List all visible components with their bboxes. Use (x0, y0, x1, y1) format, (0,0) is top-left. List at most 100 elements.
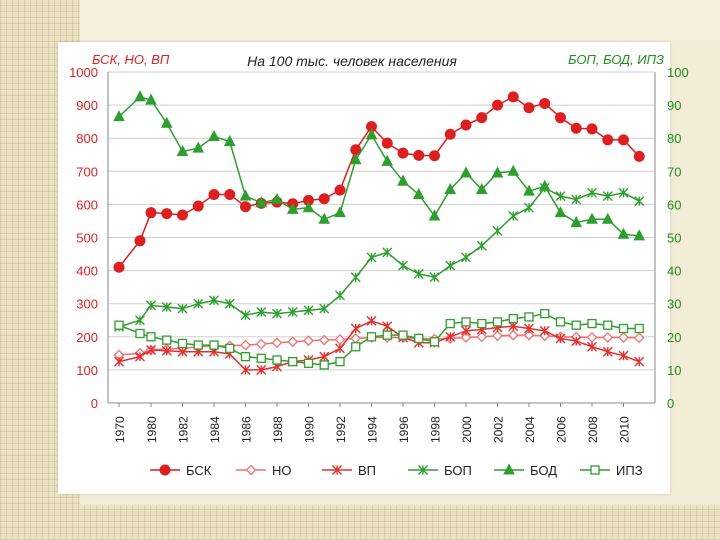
data-point (492, 225, 503, 236)
data-point (413, 268, 424, 279)
marker-shape (602, 134, 614, 146)
data-point (303, 358, 314, 368)
data-point (523, 102, 535, 114)
data-point (617, 227, 630, 239)
marker-shape (397, 147, 409, 159)
marker-shape (586, 212, 598, 224)
data-point (240, 339, 251, 351)
marker-shape (208, 188, 220, 200)
data-point (193, 298, 204, 309)
data-point (461, 325, 471, 336)
left-axis-label: БСК, НО, ВП (92, 52, 170, 67)
right-tick-label: 100 (667, 65, 689, 80)
data-point (318, 193, 330, 205)
data-point (335, 356, 345, 367)
data-point (334, 206, 346, 218)
marker-shape (571, 320, 581, 330)
data-point (192, 200, 204, 212)
marker-shape (475, 182, 488, 195)
data-point (177, 346, 188, 357)
marker-shape (618, 332, 629, 343)
marker-shape (398, 330, 408, 340)
marker-shape (177, 209, 188, 221)
data-point (477, 318, 487, 329)
data-point (539, 325, 550, 336)
marker-shape (351, 342, 361, 352)
marker-shape (176, 144, 189, 156)
right-tick-label: 90 (667, 98, 681, 113)
data-point (444, 128, 456, 140)
right-tick-label: 40 (667, 264, 681, 279)
data-point (161, 345, 172, 356)
marker-shape (523, 184, 535, 196)
marker-shape (334, 206, 346, 218)
legend-marker (159, 464, 171, 476)
data-point (476, 112, 488, 124)
data-point (319, 360, 329, 370)
marker-shape (224, 188, 236, 200)
data-point (351, 342, 361, 352)
data-point (271, 192, 283, 204)
marker-shape (240, 201, 251, 213)
data-point (634, 323, 644, 334)
right-tick-label: 0 (667, 396, 674, 411)
legend-label: БОД (530, 463, 557, 478)
marker-shape (366, 332, 377, 342)
data-point (176, 144, 189, 156)
data-point (335, 343, 345, 354)
marker-shape (444, 182, 457, 195)
x-tick-label: 1996 (397, 416, 411, 443)
marker-shape (134, 235, 146, 247)
data-point (507, 91, 519, 103)
marker-shape (146, 332, 156, 342)
data-point (634, 356, 645, 367)
marker-shape (570, 216, 583, 228)
series-line-3 (118, 320, 640, 371)
data-point (397, 147, 409, 159)
marker-shape (302, 201, 315, 213)
data-point (428, 209, 441, 221)
legend-marker (503, 463, 515, 475)
marker-shape (193, 340, 203, 350)
marker-shape (618, 134, 629, 146)
marker-shape (255, 338, 267, 350)
right-tick-label: 70 (667, 164, 681, 179)
data-point (113, 261, 125, 273)
left-tick-label: 700 (76, 164, 98, 179)
left-tick-label: 300 (76, 297, 98, 312)
data-point (135, 315, 145, 326)
right-tick-label: 20 (667, 330, 681, 345)
data-point (412, 187, 425, 199)
data-point (586, 123, 598, 135)
data-point (302, 201, 315, 213)
left-tick-label: 200 (76, 330, 98, 345)
data-point (239, 189, 252, 201)
data-point (287, 306, 298, 317)
x-tick-label: 1994 (366, 416, 380, 443)
data-point (602, 134, 614, 146)
data-point (492, 99, 503, 111)
marker-shape (477, 318, 487, 329)
data-point (319, 351, 330, 362)
right-tick-label: 30 (667, 297, 681, 312)
data-point (255, 196, 268, 208)
legend-label: БСК (186, 463, 212, 478)
data-point (209, 340, 219, 350)
data-point (162, 335, 172, 345)
data-point (618, 350, 629, 361)
x-tick-label: 2004 (523, 416, 537, 443)
marker-shape (349, 153, 362, 165)
data-point (461, 317, 471, 327)
data-point (508, 313, 518, 324)
marker-shape (617, 227, 630, 239)
marker-shape (318, 193, 330, 205)
x-tick-label: 2006 (555, 416, 569, 443)
legend-label: ВП (358, 463, 376, 478)
marker-shape (192, 141, 205, 153)
data-point (382, 247, 393, 258)
marker-shape (113, 261, 125, 273)
data-point (429, 272, 440, 283)
marker-shape (460, 119, 472, 131)
marker-shape (476, 112, 488, 124)
data-point (429, 150, 440, 162)
